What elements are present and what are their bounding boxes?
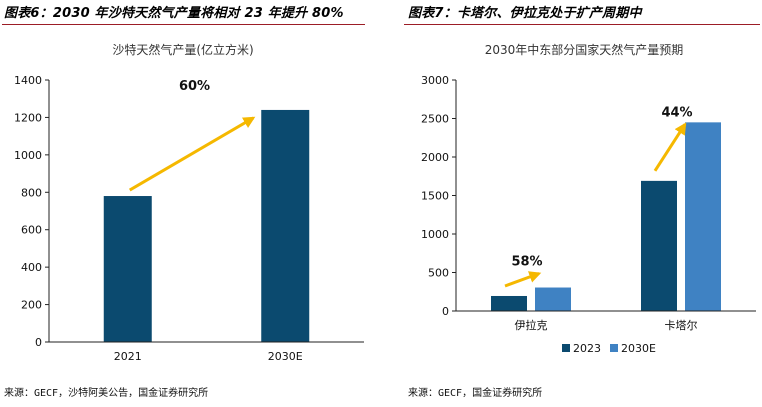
chart-2-y-tick-label: 0 xyxy=(442,305,449,318)
chart-2-bar-伊拉克-2030E xyxy=(535,287,571,311)
figure-6-title: 图表6：2030 年沙特天然气产量将相对 23 年提升 80% xyxy=(4,6,344,21)
figure-7-title: 图表7：卡塔尔、伊拉克处于扩产周期中 xyxy=(408,6,642,21)
chart-1-x-tick-label: 2021 xyxy=(114,350,142,363)
chart-2-y-tick-label: 500 xyxy=(428,267,449,280)
saudi-gas-production-chart: 沙特天然气产量(亿立方米) 0200400600800100012001400 … xyxy=(14,42,364,363)
chart-1-y-tick-label: 0 xyxy=(35,336,42,349)
chart-2-y-tick-label: 2500 xyxy=(421,113,449,126)
chart-2-legend-label: 2030E xyxy=(621,342,656,355)
chart-1-y-tick-label: 200 xyxy=(21,299,42,312)
middle-east-gas-production-chart: 2030年中东部分国家天然气产量预期 0 500 1000 1500 2000 2500 3… xyxy=(421,42,756,355)
chart-2-growth-arrow xyxy=(653,122,687,172)
chart-2-y-tick-label: 1000 xyxy=(421,228,449,241)
chart-2-growth-label: 44% xyxy=(661,105,692,120)
figure-7-source: 来源：GECF，国金证券研究所 xyxy=(408,388,543,399)
chart-1-y-tick-label: 400 xyxy=(21,261,42,274)
chart-1-y-tick-label: 1400 xyxy=(14,74,42,87)
chart-2-bar-卡塔尔-2030E xyxy=(685,122,721,311)
chart-2-legend-swatch xyxy=(562,344,570,352)
chart-1-y-tick-label: 1200 xyxy=(14,111,42,124)
chart-1-growth-label: 60% xyxy=(179,79,210,94)
chart-2-title: 2030年中东部分国家天然气产量预期 xyxy=(485,42,684,57)
chart-2-y-tick-label: 1500 xyxy=(421,190,449,203)
chart-1-y-tick-label: 800 xyxy=(21,186,42,199)
chart-1-y-tick-label: 1000 xyxy=(14,149,42,162)
chart-2-bar-伊拉克-2023 xyxy=(491,295,527,311)
figure-6-title-rule xyxy=(2,24,365,25)
chart-2-legend-swatch xyxy=(610,344,618,352)
chart-1-bar-2021 xyxy=(103,196,152,342)
chart-1-y-tick-label: 600 xyxy=(21,224,42,237)
figure-7-title-rule xyxy=(404,24,760,25)
chart-2-y-tick-label: 2000 xyxy=(421,151,449,164)
chart-2-growth-label: 58% xyxy=(511,255,542,270)
chart-2-bar-卡塔尔-2023 xyxy=(641,180,677,311)
chart-2-x-tick-label: 伊拉克 xyxy=(515,318,548,332)
chart-1-growth-arrow xyxy=(128,116,256,192)
chart-2-legend-label: 2023 xyxy=(573,342,601,355)
chart-1-bar-2030E xyxy=(261,109,310,342)
chart-2-y-tick-label: 3000 xyxy=(421,74,449,87)
chart-1-x-tick-label: 2030E xyxy=(268,350,303,363)
chart-1-title: 沙特天然气产量(亿立方米) xyxy=(112,42,253,57)
figure-6-source: 来源：GECF，沙特阿美公告，国金证券研究所 xyxy=(4,388,209,399)
chart-2-x-tick-label: 卡塔尔 xyxy=(665,319,698,332)
chart-2-growth-arrow xyxy=(504,271,542,288)
